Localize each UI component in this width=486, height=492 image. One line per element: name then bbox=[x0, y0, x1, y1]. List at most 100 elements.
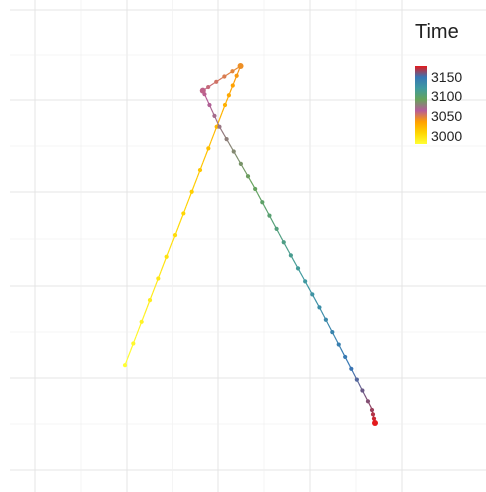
path-segment bbox=[327, 323, 331, 329]
grid bbox=[10, 0, 486, 492]
data-point bbox=[354, 377, 359, 382]
data-point bbox=[222, 102, 228, 108]
data-point bbox=[224, 136, 229, 142]
path-segment bbox=[264, 206, 268, 212]
legend: Time 3150 3100 3050 3000 bbox=[415, 21, 462, 144]
data-point bbox=[206, 84, 211, 90]
data-point bbox=[360, 388, 365, 393]
data-point bbox=[226, 93, 231, 98]
data-point bbox=[122, 363, 128, 368]
data-point bbox=[288, 253, 293, 258]
path-segment bbox=[185, 198, 190, 207]
path-segment bbox=[321, 311, 325, 316]
path-segment bbox=[127, 350, 132, 359]
data-point bbox=[369, 407, 375, 413]
legend-tick-label: 3150 bbox=[431, 69, 462, 85]
legend-tick-label: 3100 bbox=[431, 88, 462, 104]
data-point bbox=[260, 200, 265, 205]
path-segment bbox=[363, 393, 367, 398]
path-segment bbox=[210, 133, 215, 142]
path-segment bbox=[242, 167, 247, 173]
key-point bbox=[199, 87, 206, 94]
legend-title: Time bbox=[415, 21, 459, 43]
path-segment bbox=[233, 78, 236, 83]
data-point bbox=[317, 305, 322, 310]
path-segment bbox=[314, 298, 318, 304]
path-segment bbox=[168, 242, 173, 250]
path-segment bbox=[210, 108, 214, 113]
legend-tick-label: 3000 bbox=[431, 128, 462, 144]
path-segment bbox=[218, 77, 222, 81]
data-point bbox=[303, 279, 308, 284]
data-point bbox=[206, 146, 211, 151]
data-point bbox=[139, 319, 144, 324]
path-segment bbox=[271, 219, 275, 225]
path-segment bbox=[228, 142, 232, 148]
path-segment bbox=[278, 233, 282, 239]
path-segment bbox=[202, 155, 207, 164]
data-point bbox=[181, 211, 186, 216]
data-point bbox=[365, 399, 371, 404]
path-segment bbox=[225, 98, 229, 102]
path-segment bbox=[152, 285, 157, 294]
data-point bbox=[336, 342, 341, 347]
path-segment bbox=[333, 336, 338, 341]
data-point bbox=[156, 276, 161, 281]
data-point bbox=[274, 226, 279, 232]
data-point bbox=[230, 69, 235, 74]
path-segment bbox=[177, 220, 182, 229]
path-segment bbox=[229, 88, 233, 93]
data-point bbox=[245, 174, 251, 179]
data-point bbox=[164, 254, 169, 259]
path-segment bbox=[210, 83, 214, 86]
path-segment bbox=[237, 69, 240, 73]
path-segment bbox=[358, 382, 362, 388]
path-segment bbox=[352, 372, 356, 377]
data-point bbox=[371, 416, 377, 421]
data-point bbox=[212, 113, 217, 118]
data-point bbox=[131, 341, 136, 346]
data-point bbox=[323, 317, 328, 322]
path-segment bbox=[234, 67, 239, 71]
data-point bbox=[343, 354, 348, 360]
data-point bbox=[214, 79, 219, 84]
key-point bbox=[372, 420, 378, 426]
path-segment bbox=[346, 360, 350, 366]
data-point bbox=[189, 189, 194, 194]
data-point bbox=[310, 292, 315, 297]
legend-colorbar bbox=[415, 66, 427, 144]
path-segment bbox=[299, 272, 304, 278]
path-segment bbox=[221, 130, 225, 136]
data-point bbox=[222, 74, 227, 79]
path-segment bbox=[257, 193, 261, 199]
path-segment bbox=[193, 177, 198, 185]
data-point bbox=[370, 412, 376, 417]
path-segment bbox=[205, 97, 209, 102]
path-segment bbox=[215, 119, 219, 124]
data-point bbox=[217, 124, 222, 129]
data-point bbox=[172, 233, 178, 238]
path-segment bbox=[292, 259, 297, 265]
data-point bbox=[295, 266, 301, 271]
path-segment bbox=[369, 404, 373, 409]
data-point bbox=[253, 186, 258, 192]
data-point bbox=[330, 330, 335, 335]
data-point bbox=[281, 240, 286, 245]
data-point bbox=[267, 213, 272, 218]
path-segment bbox=[340, 348, 344, 354]
key-point bbox=[237, 63, 244, 69]
path-segment bbox=[135, 328, 140, 337]
path-segment bbox=[226, 72, 231, 76]
time-series-path bbox=[122, 63, 378, 426]
path-segment bbox=[307, 285, 311, 291]
data-point bbox=[230, 83, 235, 88]
data-point bbox=[207, 102, 212, 108]
data-point bbox=[349, 366, 354, 371]
data-point bbox=[197, 167, 203, 173]
path-segment bbox=[235, 155, 240, 161]
data-point bbox=[231, 149, 236, 154]
path-segment bbox=[160, 263, 165, 272]
path-segment bbox=[285, 246, 290, 252]
path-segment bbox=[218, 112, 223, 120]
